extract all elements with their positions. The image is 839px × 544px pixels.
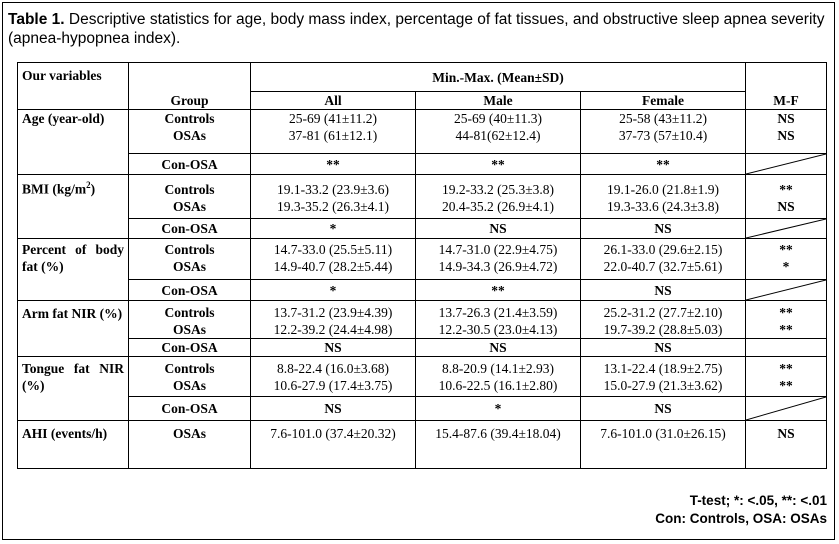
- caption-label: Table 1.: [8, 11, 65, 28]
- value-mf: ** NS: [745, 174, 828, 219]
- value-male: 14.7-31.0 (22.9±4.75) 14.9-34.3 (26.9±4.7…: [415, 238, 581, 280]
- con-osa-male: NS: [415, 338, 581, 357]
- variable-bmi: BMI (kg/m2): [17, 174, 129, 239]
- value-mf: ** **: [745, 356, 828, 397]
- con-osa-female: NS: [579, 338, 747, 357]
- con-osa-all: *: [250, 279, 416, 301]
- group-cell: Controls OSAs: [128, 109, 251, 154]
- value-all: 19.1-33.2 (23.9±3.6) 19.3-35.2 (26.3±4.1): [250, 174, 416, 219]
- empty-diagonal-cell: [745, 396, 828, 421]
- variable-tongue-fat: Tongue fat NIR (%): [17, 356, 129, 421]
- con-osa-label: Con-OSA: [128, 218, 251, 239]
- value-male: 13.7-26.3 (21.4±3.59) 12.2-30.5 (23.0±4.1…: [415, 300, 581, 339]
- con-osa-label: Con-OSA: [128, 338, 251, 357]
- value-female: 13.1-22.4 (18.9±2.75) 15.0-27.9 (21.3±3.6…: [579, 356, 747, 397]
- table-caption: Table 1. Descriptive statistics for age,…: [8, 10, 830, 48]
- value-female: 26.1-33.0 (29.6±2.15) 22.0-40.7 (32.7±5.6…: [579, 238, 747, 280]
- group-cell: OSAs: [128, 420, 251, 469]
- group-cell: Controls OSAs: [128, 174, 251, 219]
- con-osa-label: Con-OSA: [128, 153, 251, 175]
- value-all: 13.7-31.2 (23.9±4.39) 12.2-39.2 (24.4±4.9…: [250, 300, 416, 339]
- table-row: Age (year-old) Controls OSAs 25-69 (41±11…: [17, 109, 828, 175]
- header-row-bottom: Group All Male Female M-F: [18, 91, 828, 110]
- table-row: BMI (kg/m2) Controls OSAs 19.1-33.2 (23.9…: [17, 174, 828, 239]
- table-row: Arm fat NIR (%) Controls OSAs 13.7-31.2 (…: [17, 300, 828, 357]
- variable-arm-fat: Arm fat NIR (%): [17, 300, 129, 357]
- header-our-variables: Our variables: [17, 62, 129, 110]
- value-all: 7.6-101.0 (37.4±20.32): [250, 420, 416, 469]
- con-osa-female: NS: [579, 218, 747, 239]
- value-female: 25.2-31.2 (27.7±2.10) 19.7-39.2 (28.8±5.0…: [579, 300, 747, 339]
- value-mf: ** **: [745, 300, 828, 339]
- value-male: 8.8-20.9 (14.1±2.93) 10.6-22.5 (16.1±2.80…: [415, 356, 581, 397]
- value-male: 15.4-87.6 (39.4±18.04): [415, 420, 581, 469]
- table-row-con-osa: Con-OSA NS NS NS: [18, 338, 828, 357]
- empty-cell: [745, 338, 828, 357]
- value-all: 14.7-33.0 (25.5±5.11) 14.9-40.7 (28.2±5.4…: [250, 238, 416, 280]
- con-osa-label: Con-OSA: [128, 279, 251, 301]
- header-group: Group: [128, 91, 251, 110]
- con-osa-all: *: [250, 218, 416, 239]
- empty-diagonal-cell: [745, 279, 828, 301]
- variable-ahi: AHI (events/h): [17, 420, 129, 469]
- header-row-top: Our variables Min.-Max. (Mean±SD): [17, 62, 828, 110]
- con-osa-all: NS: [250, 338, 416, 357]
- value-male: 25-69 (40±11.3) 44-81(62±12.4): [415, 109, 581, 154]
- table-row-con-osa: Con-OSA ** ** **: [18, 153, 828, 175]
- table-row-con-osa: Con-OSA * ** NS: [18, 279, 828, 301]
- value-all: 25-69 (41±11.2) 37-81 (61±12.1): [250, 109, 416, 154]
- value-female: 7.6-101.0 (31.0±26.15): [579, 420, 747, 469]
- con-osa-all: **: [250, 153, 416, 175]
- group-cell: Controls OSAs: [128, 356, 251, 397]
- group-cell: Controls OSAs: [128, 300, 251, 339]
- value-female: 25-58 (43±11.2) 37-73 (57±10.4): [579, 109, 747, 154]
- header-all: All: [250, 91, 416, 110]
- table-row: Percent of body fat (%) Controls OSAs 14.…: [17, 238, 828, 301]
- empty-diagonal-cell: [745, 153, 828, 175]
- header-blank-mf: [745, 62, 828, 92]
- header-male: Male: [415, 91, 581, 110]
- con-osa-female: **: [579, 153, 747, 175]
- con-osa-label: Con-OSA: [128, 396, 251, 421]
- con-osa-female: NS: [579, 279, 747, 301]
- con-osa-all: NS: [250, 396, 416, 421]
- header-minmax: Min.-Max. (Mean±SD): [249, 62, 747, 92]
- value-male: 19.2-33.2 (25.3±3.8) 20.4-35.2 (26.9±4.1): [415, 174, 581, 219]
- statistics-table: Our variables Min.-Max. (Mean±SD) Group …: [17, 62, 828, 469]
- value-all: 8.8-22.4 (16.0±3.68) 10.6-27.9 (17.4±3.75…: [250, 356, 416, 397]
- con-osa-male: NS: [415, 218, 581, 239]
- value-female: 19.1-26.0 (21.8±1.9) 19.3-33.6 (24.3±3.8): [579, 174, 747, 219]
- con-osa-male: **: [415, 279, 581, 301]
- footnote-legend: Con: Controls, OSA: OSAs: [655, 511, 827, 526]
- empty-diagonal-cell: [745, 218, 828, 239]
- con-osa-male: **: [415, 153, 581, 175]
- table-row-con-osa: Con-OSA NS * NS: [18, 396, 828, 421]
- table-row-con-osa: Con-OSA * NS NS: [18, 218, 828, 239]
- variable-percent-body-fat: Percent of body fat (%): [17, 238, 129, 301]
- value-mf: ** *: [745, 238, 828, 280]
- header-female: Female: [579, 91, 747, 110]
- footnote-ttest: T-test; *: <.05, **: <.01: [689, 493, 827, 508]
- con-osa-female: NS: [579, 396, 747, 421]
- table-row: AHI (events/h) OSAs 7.6-101.0 (37.4±20.3…: [17, 420, 828, 469]
- con-osa-male: *: [415, 396, 581, 421]
- header-mf: M-F: [745, 91, 828, 110]
- group-cell: Controls OSAs: [128, 238, 251, 280]
- table-row: Tongue fat NIR (%) Controls OSAs 8.8-22.4…: [17, 356, 828, 421]
- caption-text: Descriptive statistics for age, body mas…: [8, 11, 825, 47]
- value-mf: NS NS: [745, 109, 828, 154]
- variable-age: Age (year-old): [17, 109, 129, 175]
- value-mf: NS: [745, 420, 828, 469]
- header-blank: [128, 62, 251, 92]
